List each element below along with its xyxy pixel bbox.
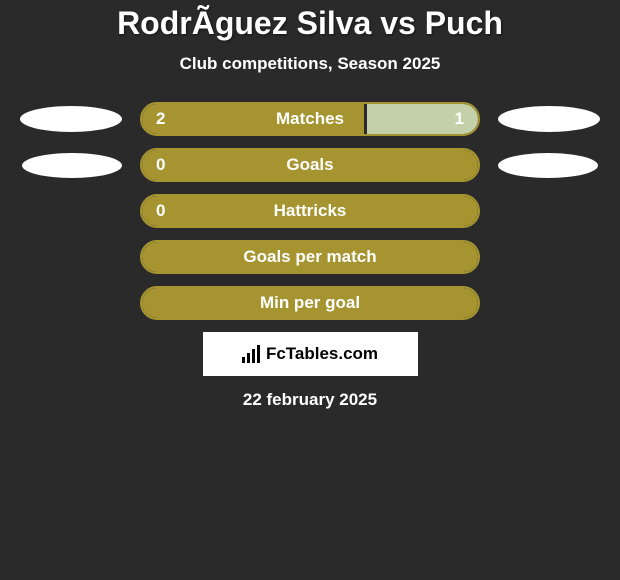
- stat-bar: Min per goal: [140, 286, 480, 320]
- subtitle: Club competitions, Season 2025: [0, 54, 620, 74]
- stat-label: Hattricks: [142, 201, 478, 221]
- stat-label: Matches: [142, 109, 478, 129]
- player-right-marker: [498, 153, 598, 178]
- page-title: RodrÃ­guez Silva vs Puch: [0, 5, 620, 42]
- player-right-marker: [498, 106, 600, 132]
- stat-row: 2Matches1: [0, 102, 620, 136]
- stat-label: Min per goal: [142, 293, 478, 313]
- stat-label: Goals: [142, 155, 478, 175]
- stat-bar: 0Goals: [140, 148, 480, 182]
- player-left-marker: [20, 106, 122, 132]
- stat-row: 0Goals: [0, 148, 620, 182]
- logo-box[interactable]: FcTables.com: [203, 332, 418, 376]
- date-text: 22 february 2025: [0, 390, 620, 410]
- stat-row: Goals per match: [0, 240, 620, 274]
- stat-row: 0Hattricks: [0, 194, 620, 228]
- stat-bar: 0Hattricks: [140, 194, 480, 228]
- stat-right-value: 1: [455, 109, 464, 129]
- stat-row: Min per goal: [0, 286, 620, 320]
- bar-chart-icon: [242, 345, 260, 363]
- stat-bar: 2Matches1: [140, 102, 480, 136]
- logo-text: FcTables.com: [266, 344, 378, 364]
- stat-bar: Goals per match: [140, 240, 480, 274]
- comparison-card: RodrÃ­guez Silva vs Puch Club competitio…: [0, 0, 620, 410]
- stat-label: Goals per match: [142, 247, 478, 267]
- player-left-marker: [22, 153, 122, 178]
- stat-rows: 2Matches1 0Goals 0Hattricks Goals per match…: [0, 102, 620, 320]
